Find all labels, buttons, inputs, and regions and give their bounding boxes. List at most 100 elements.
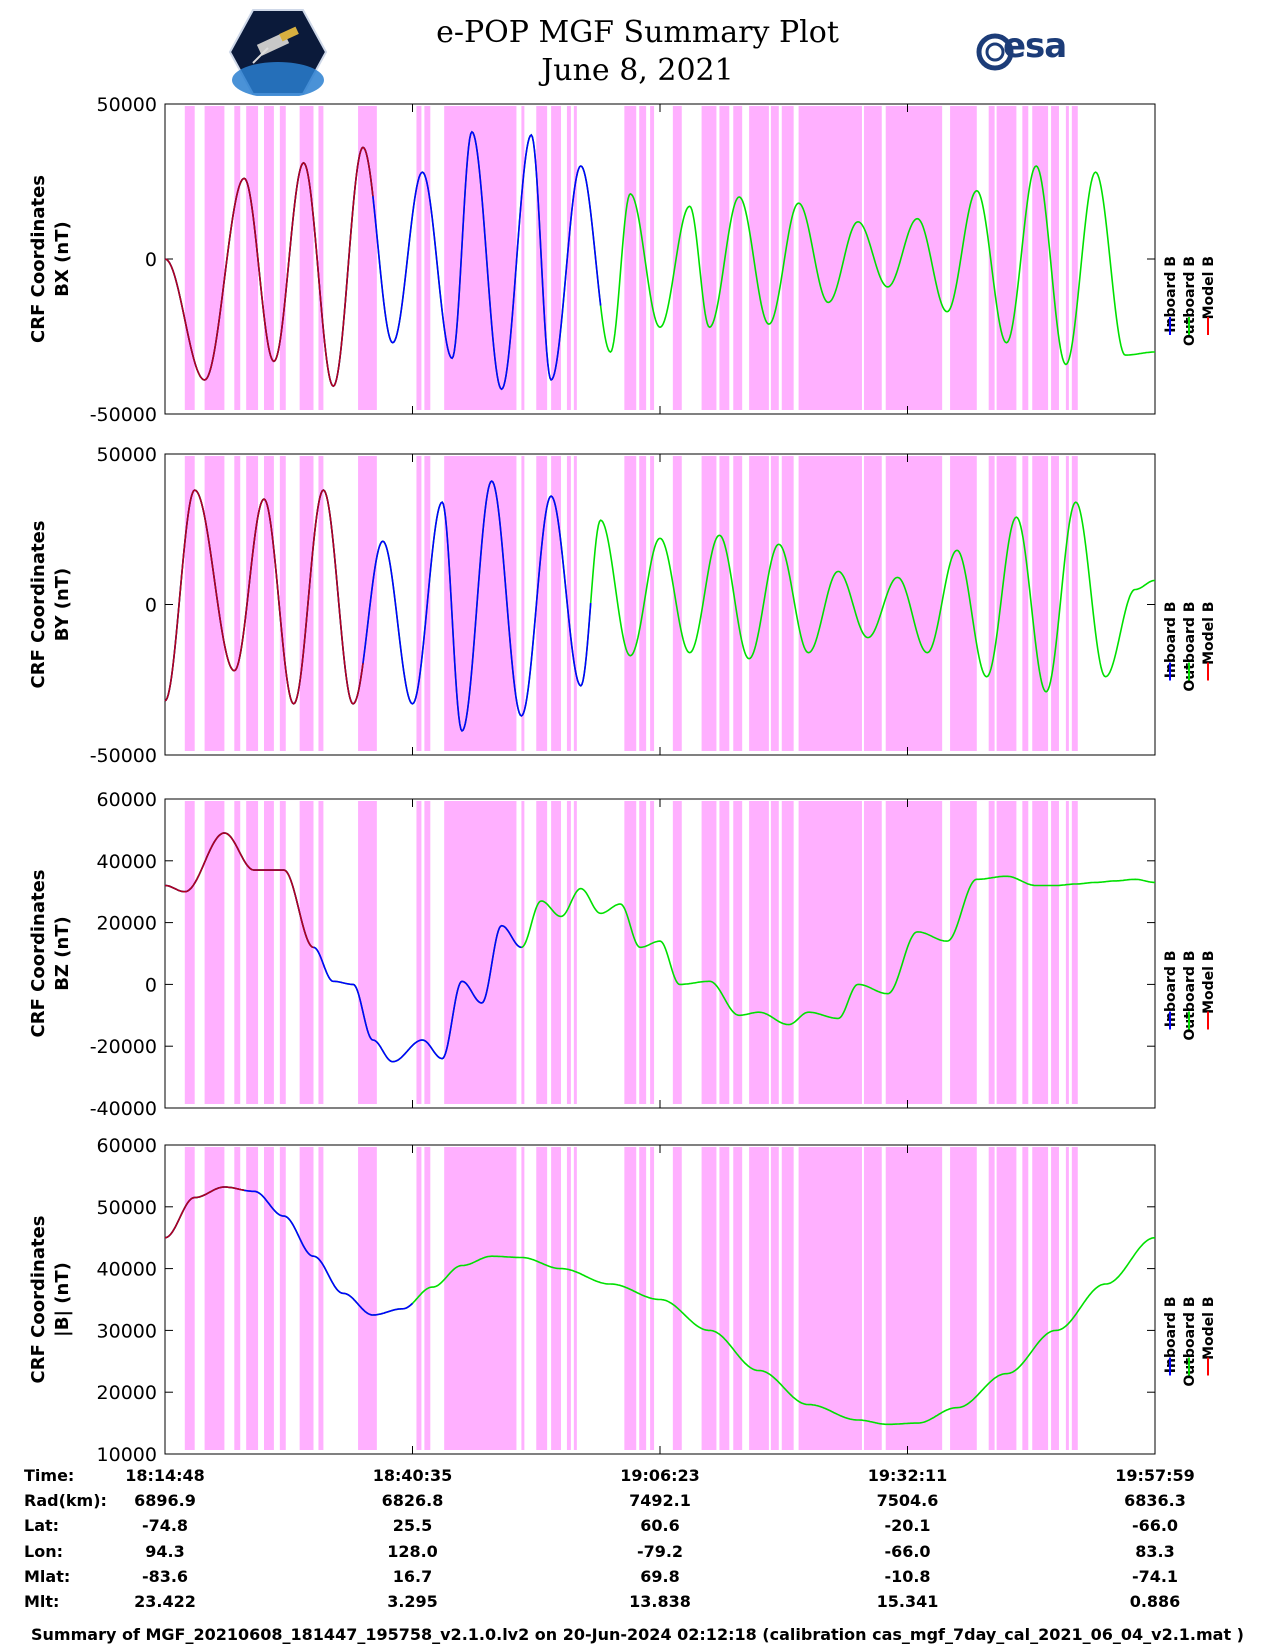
table-cell-time: 18:14:48 — [125, 1466, 205, 1485]
model-b-trace — [164, 832, 314, 949]
satellite-mission-logo — [228, 9, 328, 96]
shade-region — [1022, 1147, 1029, 1450]
table-cell-lon: -79.2 — [636, 1541, 684, 1561]
shade-region — [521, 1147, 525, 1450]
y-axis-label-line2: |B| (nT) — [52, 1262, 73, 1337]
shade-region — [204, 1147, 225, 1450]
table-cell-mlt: 3.295 — [387, 1592, 438, 1611]
panel-1: -50000 0 50000 CRF Coordinates BX (nT) Inboar… — [28, 94, 1217, 426]
shade-region — [624, 106, 637, 410]
shade-region — [701, 801, 717, 1104]
shade-region — [733, 801, 743, 1104]
y-axis-label-line1: CRF Coordinates — [28, 870, 49, 1038]
shade-region — [719, 1147, 730, 1450]
y-tick-label: 50000 — [97, 444, 157, 466]
shade-region — [770, 456, 779, 751]
shade-region — [996, 106, 1017, 410]
y-axis-label: CRF Coordinates BZ (nT) — [28, 870, 73, 1038]
legend-model-label: Model B — [1201, 602, 1217, 665]
table-cell-lat: -74.8 — [141, 1516, 189, 1536]
row-label: Lat: — [24, 1516, 60, 1536]
shade-region — [184, 801, 195, 1104]
shade-region — [279, 456, 286, 751]
shade-region — [798, 801, 862, 1104]
legend-outboard-label: Outboard B — [1182, 602, 1198, 692]
shade-region — [264, 456, 274, 751]
shade-region — [701, 1147, 717, 1450]
row-label: Mlat: — [24, 1566, 71, 1586]
y-axis-label: CRF Coordinates BX (nT) — [28, 175, 73, 343]
legend-model-label: Model B — [1201, 951, 1217, 1014]
shade-region — [1032, 801, 1049, 1104]
y-axis-label: CRF Coordinates |B| (nT) — [28, 1216, 73, 1384]
table-cell-mlt: 0.886 — [1129, 1592, 1181, 1611]
panel-4: 10000 20000 30000 40000 50000 60000 CRF Coordi… — [28, 1135, 1217, 1466]
plot-date: June 8, 2021 — [541, 53, 734, 88]
shade-region — [573, 1147, 577, 1450]
shade-region — [733, 456, 743, 751]
shade-region — [701, 106, 717, 410]
shade-region — [1051, 1147, 1059, 1450]
table-cell-mlat: 16.7 — [392, 1566, 433, 1586]
shade-region — [234, 801, 241, 1104]
shade-region — [749, 1147, 769, 1450]
shade-region — [246, 801, 259, 1104]
shade-region — [733, 1147, 743, 1450]
shade-region — [184, 1147, 195, 1450]
shade-region — [318, 801, 324, 1104]
shade-region — [416, 456, 422, 751]
row-label: Lon: — [24, 1541, 63, 1561]
shade-region — [416, 801, 422, 1104]
shade-region — [521, 106, 525, 410]
shade-region — [1065, 1147, 1069, 1450]
shade-region — [996, 801, 1017, 1104]
footer-caption: Summary of MGF_20210608_181447_195758_v2… — [31, 1625, 1244, 1644]
shade-region — [770, 1147, 779, 1450]
y-tick-label: 10000 — [97, 1444, 157, 1466]
shade-region — [863, 1147, 882, 1450]
row-label: Time: — [24, 1466, 75, 1485]
shade-region — [204, 801, 225, 1104]
table-cell-rad: 6836.3 — [1124, 1491, 1186, 1511]
shade-region — [1065, 106, 1069, 410]
shade-region — [279, 801, 286, 1104]
shade-region — [863, 456, 882, 751]
shade-region — [566, 1147, 571, 1450]
shade-region — [358, 456, 377, 751]
shade-region — [733, 106, 743, 410]
shade-region — [1071, 456, 1078, 751]
shade-region — [184, 456, 195, 751]
y-tick-label: 60000 — [97, 1135, 157, 1157]
shade-region — [551, 456, 561, 751]
shade-region — [781, 1147, 794, 1450]
shade-region — [1065, 456, 1069, 751]
shade-region — [521, 801, 525, 1104]
shade-region — [1051, 801, 1059, 1104]
shade-region — [246, 1147, 259, 1450]
shade-region — [444, 106, 517, 410]
shade-region — [988, 106, 995, 410]
legend-inboard-label: Inboard B — [1163, 1297, 1179, 1374]
shade-region — [950, 106, 977, 410]
shade-region — [204, 106, 225, 410]
shade-region — [184, 106, 195, 410]
shade-region — [885, 1147, 943, 1450]
shade-region — [424, 1147, 431, 1450]
table-cell-rad: 7492.1 — [629, 1491, 691, 1511]
table-cell-mlt: 13.838 — [629, 1592, 691, 1611]
table-cell-mlat: 69.8 — [640, 1566, 680, 1586]
shade-region — [672, 801, 682, 1104]
table-cell-time: 19:57:59 — [1115, 1466, 1195, 1485]
shade-region — [770, 801, 779, 1104]
shade-region — [264, 1147, 274, 1450]
shade-region — [318, 106, 324, 410]
table-cell-lon: -66.0 — [884, 1541, 931, 1561]
shade-region — [996, 1147, 1017, 1450]
y-tick-label: 40000 — [97, 851, 157, 873]
inboard-b-trace — [164, 130, 602, 391]
shade-region — [573, 801, 577, 1104]
shade-region — [246, 456, 259, 751]
shade-region — [650, 801, 655, 1104]
shade-region — [1071, 106, 1078, 410]
shade-region — [885, 106, 943, 410]
